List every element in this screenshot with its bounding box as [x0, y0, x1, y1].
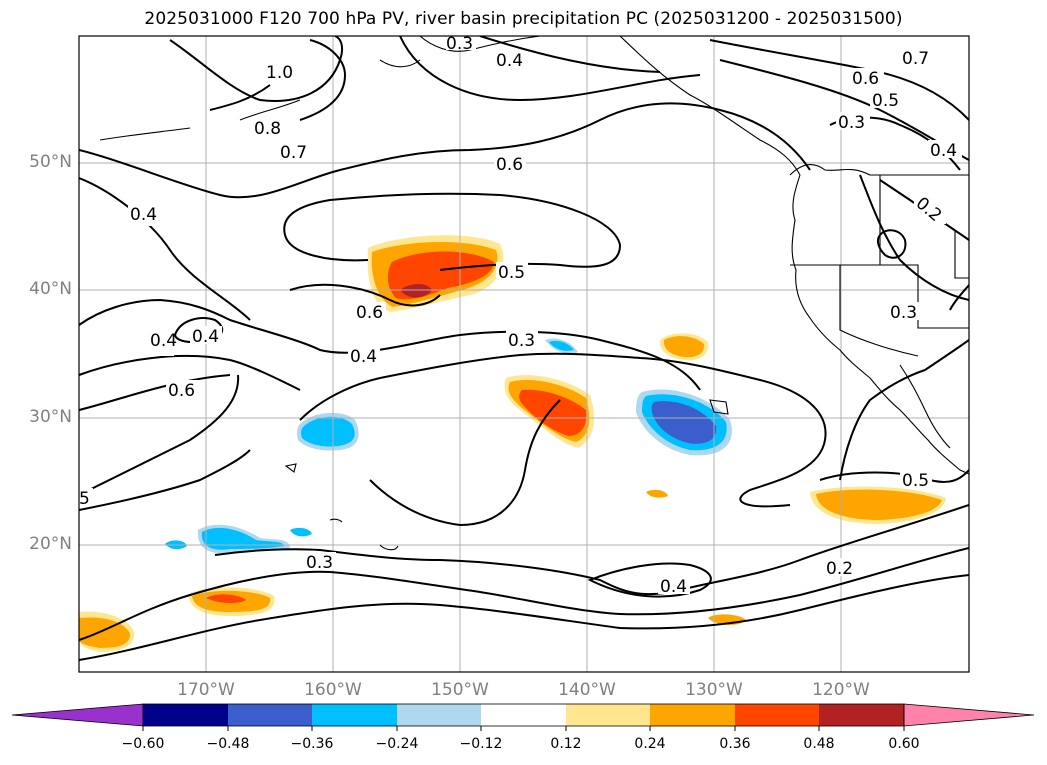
lon-label-130w: 130°W	[685, 680, 743, 700]
colorbar-tick-label: 0.24	[634, 736, 666, 752]
contour-label: 0.5	[872, 91, 899, 111]
coastlines	[99, 36, 969, 551]
colorbar-tick-label: −0.36	[290, 736, 334, 752]
contour-label: 0.6	[356, 303, 383, 323]
lon-label-170w: 170°W	[177, 680, 235, 700]
colorbar-swatch	[397, 704, 481, 726]
contour-label: 0.3	[508, 331, 535, 351]
contour-label: 0.3	[838, 113, 865, 133]
colorbar-swatch	[566, 704, 650, 726]
precip-shading	[79, 235, 946, 652]
contour-label: 0.4	[150, 331, 177, 351]
colorbar-tick-label: −0.48	[206, 736, 250, 752]
pv-contour-labels: 0.3 0.4 1.0 0.8 0.7 0.6 0.5 0.4 0.6 0.4 …	[79, 34, 962, 597]
lat-label-30n: 30°N	[29, 407, 72, 427]
colorbar-tick-label: 0.12	[550, 736, 582, 752]
contour-label: 0.4	[930, 141, 957, 161]
contour-label: 0.8	[254, 119, 281, 139]
colorbar-swatch	[312, 704, 397, 726]
colorbar-swatch	[143, 704, 228, 726]
colorbar-swatch	[735, 704, 819, 726]
colorbar-tick-label: 0.36	[719, 736, 751, 752]
contour-label: 0.4	[130, 205, 157, 225]
lon-label-150w: 150°W	[431, 680, 489, 700]
lon-label-160w: 160°W	[304, 680, 362, 700]
contour-label: 0.6	[168, 381, 195, 401]
colorbar-extend-high	[903, 703, 1035, 727]
contour-label: 0.6	[496, 155, 523, 175]
colorbar-tick-label: −0.24	[375, 736, 419, 752]
colorbar-tick-label: 0.48	[803, 736, 835, 752]
map-title: 2025031000 F120 700 hPa PV, river basin …	[144, 9, 903, 29]
colorbar-tick-label: −0.12	[459, 736, 503, 752]
contour-label: 0.2	[826, 559, 853, 579]
contour-label: 0.5	[902, 471, 929, 491]
colorbar-swatch	[650, 704, 735, 726]
contour-label: 5	[79, 489, 90, 509]
contour-label: 0.5	[498, 263, 525, 283]
map-frame	[78, 35, 970, 673]
colorbar-tick-label: 0.60	[888, 736, 920, 752]
contour-label: 0.4	[660, 577, 687, 597]
contour-label: 0.4	[496, 51, 523, 71]
colorbar-swatch	[819, 704, 904, 726]
contour-label: 1.0	[266, 63, 293, 83]
colorbar-swatch	[481, 704, 566, 726]
lat-label-20n: 20°N	[29, 534, 72, 554]
colorbar-tick-label: −0.60	[121, 736, 165, 752]
contour-label: 0.6	[852, 69, 879, 89]
lat-label-50n: 50°N	[29, 152, 72, 172]
contour-label: 0.7	[902, 49, 929, 69]
contour-label: 0.3	[446, 34, 473, 54]
contour-label: 0.7	[280, 143, 307, 163]
contour-label: 0.3	[306, 553, 333, 573]
lat-label-40n: 40°N	[29, 279, 72, 299]
colorbar-swatch	[228, 704, 312, 726]
colorbar-extend-low	[11, 703, 144, 727]
colorbar	[11, 703, 1035, 731]
lon-label-140w: 140°W	[558, 680, 616, 700]
contour-label: 0.4	[192, 327, 219, 347]
lon-label-120w: 120°W	[812, 680, 870, 700]
contour-label: 0.4	[350, 347, 377, 367]
contour-label: 0.3	[890, 303, 917, 323]
